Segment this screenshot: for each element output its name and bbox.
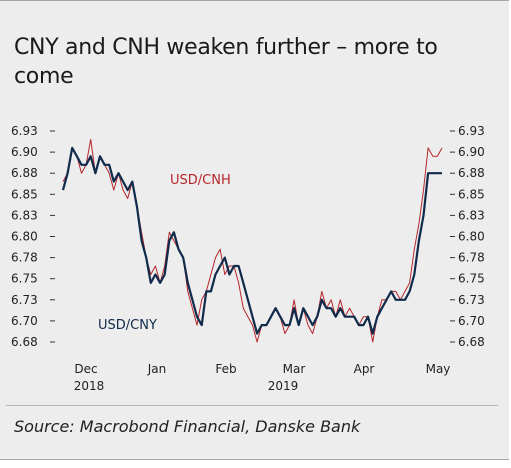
right-tick-label: 6.93 — [458, 124, 485, 138]
series-line-usdcny — [61, 146, 442, 335]
right-axis-tick: 6.75 — [450, 272, 485, 286]
series-line-usdcnh — [62, 138, 443, 343]
left-axis-tick: 6.83 — [11, 208, 55, 222]
right-tick-label: 6.68 — [458, 335, 485, 349]
left-tick-label: 6.83 — [11, 208, 38, 222]
right-tick-label: 6.90 — [458, 145, 485, 159]
series-label: USD/CNH — [170, 173, 231, 188]
left-tick-label: 6.78 — [11, 251, 38, 265]
source-note: Source: Macrobond Financial, Danske Bank — [14, 417, 361, 436]
right-axis-tick: 6.73 — [450, 293, 485, 307]
left-tick-label: 6.75 — [11, 272, 38, 286]
left-tick-label: 6.80 — [11, 230, 38, 244]
x-tick-label: Jan — [147, 362, 167, 376]
left-axis-tick: 6.85 — [11, 187, 55, 201]
right-axis-tick: 6.78 — [450, 251, 485, 265]
series-label: USD/CNY — [98, 318, 157, 333]
left-axis-tick: 6.75 — [11, 272, 55, 286]
x-tick-label: Feb — [215, 362, 236, 376]
right-tick-label: 6.83 — [458, 208, 485, 222]
right-axis-tick: 6.88 — [450, 166, 485, 180]
right-tick-label: 6.73 — [458, 293, 485, 307]
line-chart: 6.93 6.90 6.88 6.85 6.83 6.80 6.78 6.75 6.73 6.70… — [11, 124, 485, 393]
x-tick-label: Dec — [74, 362, 97, 376]
right-axis-tick: 6.68 — [450, 335, 485, 349]
right-tick-label: 6.85 — [458, 187, 485, 201]
right-tick-label: 6.70 — [458, 314, 485, 328]
left-axis-tick: 6.73 — [11, 293, 55, 307]
divider — [6, 405, 498, 406]
right-axis-tick: 6.90 — [450, 145, 485, 159]
left-tick-label: 6.90 — [11, 145, 38, 159]
right-tick-label: 6.75 — [458, 272, 485, 286]
chart-title: CNY and CNH weaken further – more to com… — [14, 35, 438, 89]
left-axis-tick: 6.70 — [11, 314, 55, 328]
right-axis-tick: 6.80 — [450, 230, 485, 244]
right-axis-tick: 6.93 — [450, 124, 485, 138]
right-axis-tick: 6.85 — [450, 187, 485, 201]
left-tick-label: 6.73 — [11, 293, 38, 307]
chart-card: CNY and CNH weaken further – more to com… — [0, 0, 509, 460]
right-tick-label: 6.80 — [458, 230, 485, 244]
x-year-label: 2018 — [74, 379, 105, 393]
x-tick-label: Mar — [283, 362, 306, 376]
right-axis-tick: 6.83 — [450, 208, 485, 222]
left-tick-label: 6.88 — [11, 166, 38, 180]
left-tick-label: 6.68 — [11, 335, 38, 349]
left-axis-tick: 6.78 — [11, 251, 55, 265]
left-axis-tick: 6.93 — [11, 124, 55, 138]
left-axis-tick: 6.68 — [11, 335, 55, 349]
left-axis-tick: 6.80 — [11, 230, 55, 244]
x-tick-label: Apr — [354, 362, 375, 376]
x-tick-label: May — [426, 362, 451, 376]
x-year-label: 2019 — [268, 379, 299, 393]
right-axis-tick: 6.70 — [450, 314, 485, 328]
left-axis-tick: 6.90 — [11, 145, 55, 159]
right-tick-label: 6.78 — [458, 251, 485, 265]
left-tick-label: 6.70 — [11, 314, 38, 328]
right-tick-label: 6.88 — [458, 166, 485, 180]
left-tick-label: 6.85 — [11, 187, 38, 201]
left-axis-tick: 6.88 — [11, 166, 55, 180]
left-tick-label: 6.93 — [11, 124, 38, 138]
